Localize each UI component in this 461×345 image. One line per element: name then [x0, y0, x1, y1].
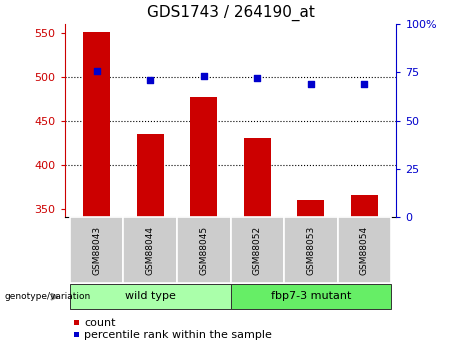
Point [93, 68, 100, 73]
FancyBboxPatch shape [284, 217, 337, 283]
Bar [74, 332, 79, 337]
Bar [351, 195, 378, 217]
FancyBboxPatch shape [124, 217, 177, 283]
Text: GSM88044: GSM88044 [146, 226, 155, 275]
Bar [244, 138, 271, 217]
Bar [297, 200, 324, 217]
Point [254, 76, 261, 81]
Text: genotype/variation: genotype/variation [5, 292, 91, 301]
Text: GSM88043: GSM88043 [92, 226, 101, 275]
Bar [137, 134, 164, 217]
FancyBboxPatch shape [230, 217, 284, 283]
FancyBboxPatch shape [337, 217, 391, 283]
Point [361, 81, 368, 87]
FancyBboxPatch shape [230, 284, 391, 309]
FancyBboxPatch shape [70, 217, 124, 283]
Point [307, 81, 314, 87]
Text: GSM88045: GSM88045 [199, 226, 208, 275]
Text: wild type: wild type [125, 291, 176, 301]
Bar [190, 97, 217, 217]
Point [200, 73, 207, 79]
FancyBboxPatch shape [70, 284, 230, 309]
Point [147, 77, 154, 83]
Bar [74, 320, 79, 325]
Text: GSM88052: GSM88052 [253, 226, 262, 275]
Text: GSM88054: GSM88054 [360, 226, 369, 275]
FancyBboxPatch shape [177, 217, 230, 283]
Text: fbp7-3 mutant: fbp7-3 mutant [271, 291, 351, 301]
Text: percentile rank within the sample: percentile rank within the sample [84, 330, 272, 339]
Title: GDS1743 / 264190_at: GDS1743 / 264190_at [147, 5, 314, 21]
Text: GSM88053: GSM88053 [306, 226, 315, 275]
Text: count: count [84, 318, 115, 327]
Bar [83, 32, 110, 217]
